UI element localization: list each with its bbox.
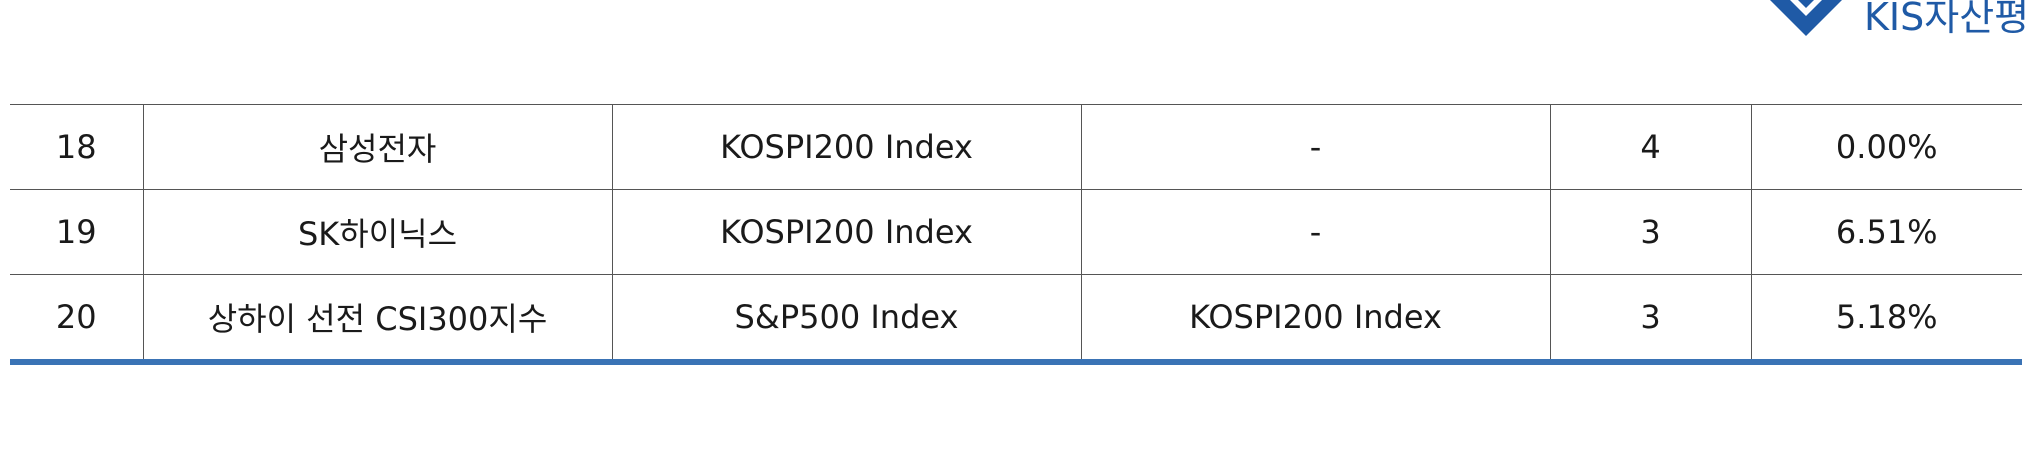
count-cell: 3 bbox=[1550, 274, 1752, 365]
count-cell: 3 bbox=[1550, 189, 1752, 275]
underlying-3-cell: - bbox=[1081, 104, 1551, 190]
table-row: 18 삼성전자 KOSPI200 Index - 4 0.00% bbox=[10, 104, 2022, 190]
underlying-1-cell: 상하이 선전 CSI300지수 bbox=[143, 274, 613, 365]
count-cell: 4 bbox=[1550, 104, 1752, 190]
table-row: 19 SK하이닉스 KOSPI200 Index - 3 6.51% bbox=[10, 189, 2022, 275]
underlying-3-cell: KOSPI200 Index bbox=[1081, 274, 1551, 365]
percent-cell: 6.51% bbox=[1751, 189, 2022, 275]
logo-mark-icon bbox=[1770, 0, 1842, 36]
underlying-2-cell: KOSPI200 Index bbox=[612, 104, 1082, 190]
percent-cell: 0.00% bbox=[1751, 104, 2022, 190]
underlying-1-cell: SK하이닉스 bbox=[143, 189, 613, 275]
row-number-cell: 20 bbox=[10, 274, 144, 365]
underlying-1-cell: 삼성전자 bbox=[143, 104, 613, 190]
logo bbox=[1752, 0, 1862, 45]
table-row: 20 상하이 선전 CSI300지수 S&P500 Index KOSPI200… bbox=[10, 274, 2022, 365]
percent-cell: 5.18% bbox=[1751, 274, 2022, 365]
logo-text: KIS자산평 bbox=[1864, 0, 2028, 39]
underlying-2-cell: S&P500 Index bbox=[612, 274, 1082, 365]
row-number-cell: 19 bbox=[10, 189, 144, 275]
row-number-cell: 18 bbox=[10, 104, 144, 190]
data-table: 18 삼성전자 KOSPI200 Index - 4 0.00% 19 SK하이… bbox=[10, 104, 2022, 365]
underlying-2-cell: KOSPI200 Index bbox=[612, 189, 1082, 275]
underlying-3-cell: - bbox=[1081, 189, 1551, 275]
